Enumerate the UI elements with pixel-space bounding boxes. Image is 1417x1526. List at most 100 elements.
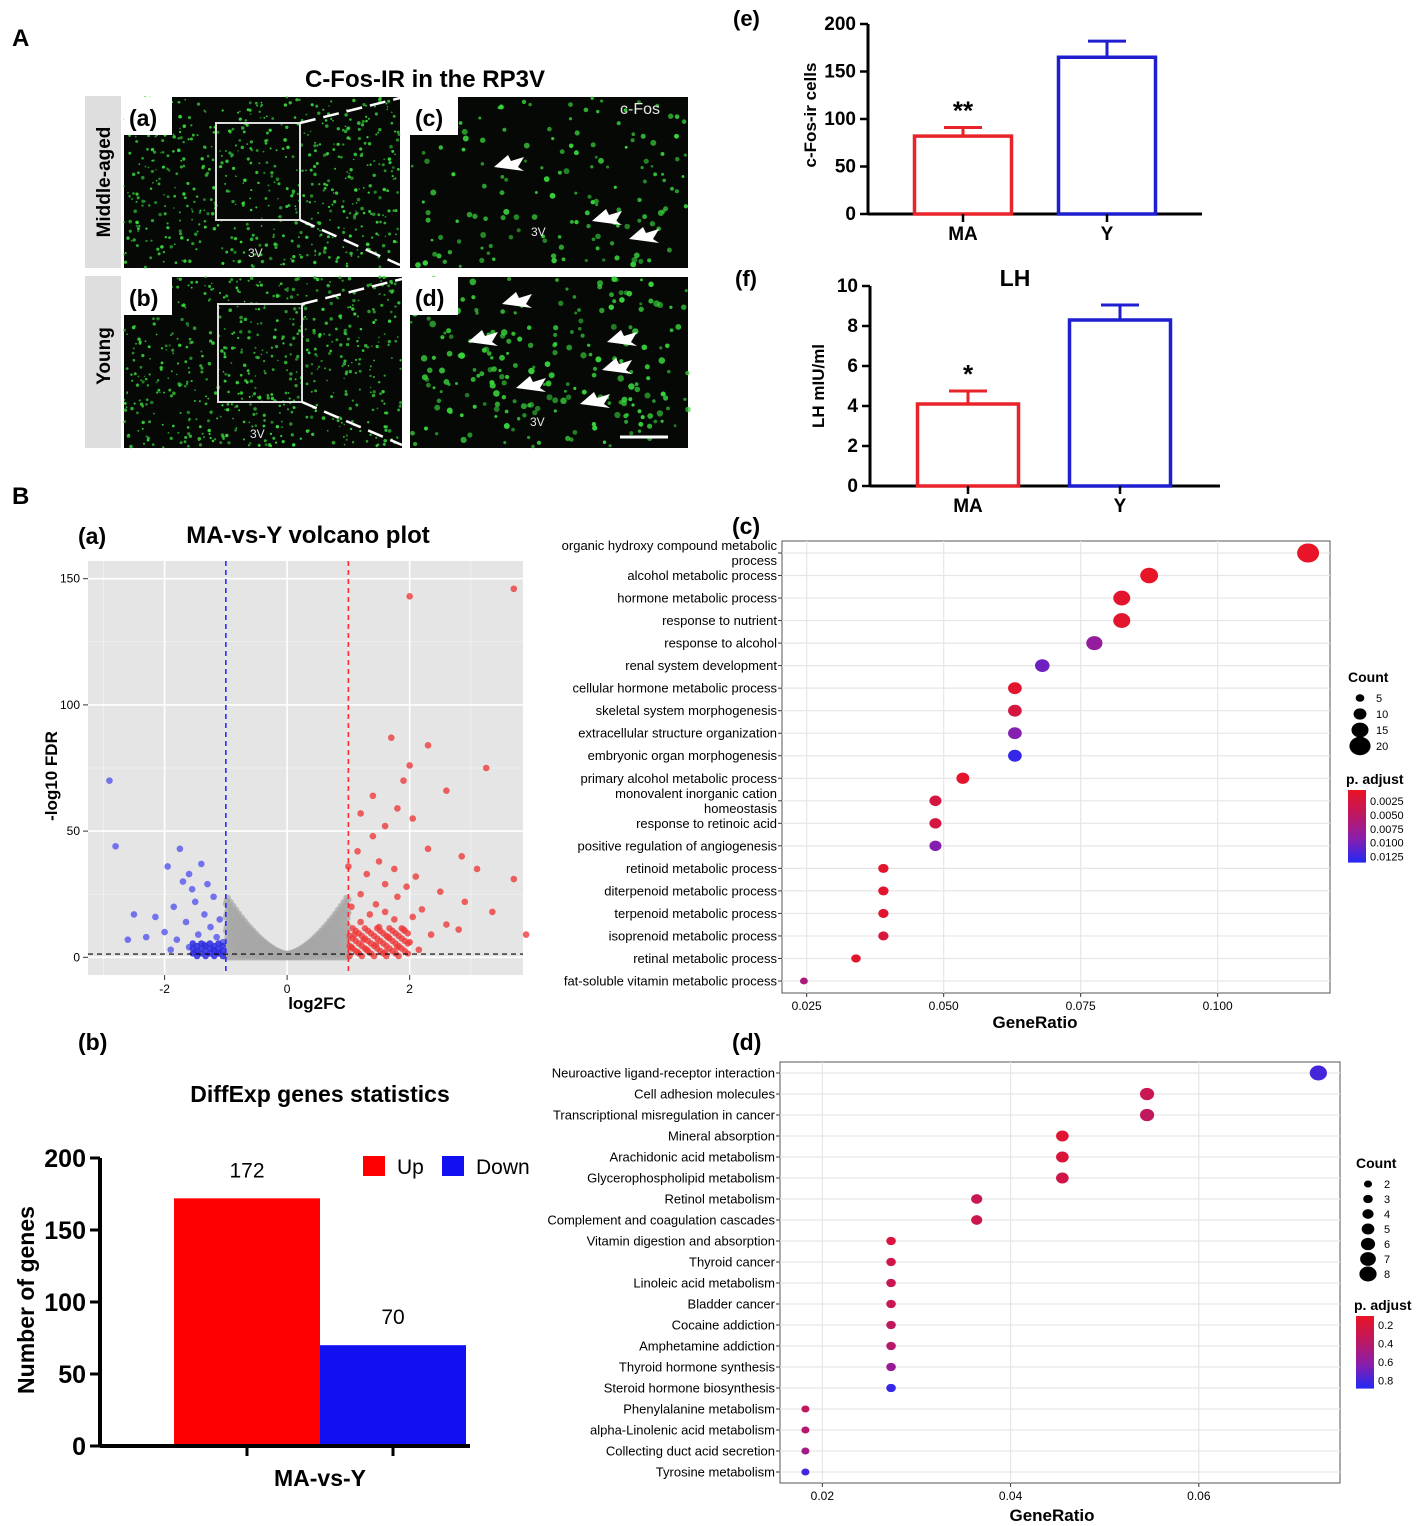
micrograph-cell bbox=[246, 369, 250, 372]
color-legend-gradient-step bbox=[1356, 1330, 1374, 1333]
point-down bbox=[124, 936, 132, 943]
color-legend-label: 0.4 bbox=[1378, 1339, 1393, 1351]
micrograph-cell bbox=[137, 337, 141, 341]
micrograph-cell bbox=[364, 104, 368, 107]
micrograph-cell bbox=[369, 433, 372, 436]
micrograph-cell bbox=[369, 283, 373, 287]
micrograph-cell bbox=[517, 417, 521, 421]
micrograph-cell bbox=[306, 282, 308, 285]
micrograph-cell bbox=[368, 184, 372, 188]
micrograph-cell bbox=[357, 136, 362, 141]
micrograph-cell bbox=[670, 186, 674, 191]
micrograph-cell bbox=[486, 251, 491, 255]
micrograph-cell bbox=[329, 218, 332, 221]
micrograph-cell bbox=[494, 401, 501, 407]
micrograph-cell bbox=[182, 140, 185, 144]
micrograph-cell bbox=[373, 159, 376, 163]
micrograph-cell bbox=[325, 124, 329, 128]
micrograph-cell bbox=[563, 389, 567, 393]
color-legend-gradient-step bbox=[1348, 809, 1366, 813]
color-legend-gradient-step bbox=[1348, 793, 1366, 796]
micrograph-cell bbox=[470, 376, 476, 383]
enrichment-dot bbox=[886, 1257, 896, 1267]
micrograph-cell bbox=[327, 205, 331, 209]
micrograph-cell bbox=[324, 367, 326, 370]
point-up bbox=[358, 932, 366, 940]
color-legend-gradient-step bbox=[1356, 1384, 1374, 1387]
micrograph-cell bbox=[683, 153, 687, 157]
point-down bbox=[161, 928, 168, 936]
micrograph-cell bbox=[341, 288, 345, 292]
micrograph-cell bbox=[277, 359, 279, 362]
micrograph-cell bbox=[358, 369, 362, 373]
point-up bbox=[406, 593, 413, 600]
micrograph-cell bbox=[235, 427, 238, 429]
micrograph-cell bbox=[391, 149, 395, 153]
micrograph-cell bbox=[324, 321, 328, 325]
micrograph-cell bbox=[351, 307, 355, 311]
micrograph-cell bbox=[684, 289, 688, 293]
x-tick-label: Y bbox=[1101, 224, 1114, 245]
micrograph-cell bbox=[254, 101, 258, 105]
micrograph-cell bbox=[213, 438, 217, 441]
micrograph-cell bbox=[237, 392, 240, 395]
micrograph-cell bbox=[275, 149, 278, 152]
chart-degs-ylabel: Number of genes bbox=[13, 1206, 39, 1394]
size-legend-dot bbox=[1360, 1252, 1376, 1266]
micrograph-cell bbox=[154, 135, 157, 138]
micrograph-cell bbox=[342, 143, 345, 146]
micrograph-cell bbox=[629, 431, 634, 436]
micrograph-cell bbox=[336, 142, 340, 146]
size-legend-label: 7 bbox=[1384, 1254, 1390, 1266]
micrograph-cell bbox=[638, 258, 644, 264]
micrograph-cell bbox=[372, 320, 376, 324]
micrograph-cell bbox=[203, 220, 207, 223]
micrograph-cell bbox=[227, 129, 232, 133]
micrograph-cell bbox=[250, 148, 254, 152]
micrograph-cell bbox=[141, 157, 144, 160]
color-legend-gradient-step bbox=[1356, 1361, 1374, 1364]
micrograph-cell bbox=[499, 374, 505, 380]
micrograph-cell bbox=[150, 169, 154, 173]
micrograph-cell bbox=[324, 119, 328, 122]
micrograph-cell bbox=[130, 239, 133, 242]
x-tick-label: MA bbox=[948, 224, 978, 245]
micrograph-cell bbox=[175, 172, 179, 176]
micrograph-cell bbox=[278, 404, 282, 408]
micrograph-cell bbox=[195, 248, 198, 251]
micrograph-title: C-Fos-IR in the RP3V bbox=[305, 66, 545, 93]
micrograph-cell bbox=[474, 308, 479, 313]
chart-volcano-ylabel: -log10 FDR bbox=[42, 731, 61, 821]
point-up bbox=[412, 873, 420, 880]
micrograph-cell bbox=[359, 327, 363, 331]
micrograph-cell bbox=[186, 426, 190, 429]
micrograph-cell bbox=[341, 365, 344, 368]
micrograph-cell bbox=[358, 357, 362, 361]
micrograph-cell bbox=[245, 381, 249, 384]
point-up bbox=[403, 883, 410, 890]
micrograph-cell bbox=[231, 127, 235, 131]
point-ns bbox=[345, 896, 352, 903]
micrograph-cell bbox=[138, 224, 141, 228]
micrograph-cell bbox=[303, 132, 306, 135]
micrograph-cell bbox=[317, 334, 322, 338]
enrichment-dot bbox=[801, 1426, 810, 1434]
micrograph-cell bbox=[499, 333, 506, 339]
micrograph-cell bbox=[132, 347, 135, 350]
micrograph-cell bbox=[265, 351, 268, 354]
micrograph-cell bbox=[233, 236, 238, 241]
micrograph-cell bbox=[171, 332, 174, 335]
micrograph-cell bbox=[355, 210, 357, 212]
point-down bbox=[167, 946, 175, 954]
color-legend-gradient-step bbox=[1356, 1319, 1374, 1322]
micrograph-cell bbox=[534, 405, 541, 412]
color-legend-gradient-step bbox=[1348, 820, 1366, 823]
micrograph-cell bbox=[320, 233, 323, 236]
point-down bbox=[112, 842, 119, 850]
micrograph-cell bbox=[424, 158, 430, 164]
micrograph-cell bbox=[675, 156, 680, 162]
color-legend-gradient-step bbox=[1356, 1366, 1374, 1369]
micrograph-cell bbox=[278, 206, 283, 210]
micrograph-cell bbox=[144, 165, 147, 168]
micrograph-cell bbox=[331, 440, 336, 445]
